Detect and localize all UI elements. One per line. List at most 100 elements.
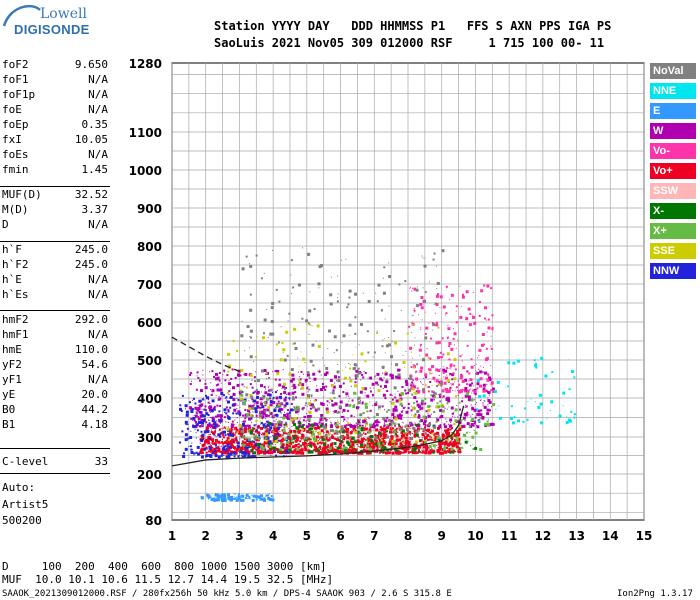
echo-point [275,405,278,408]
echo-point [281,341,284,344]
echo-point [467,330,469,332]
echo-point [354,403,356,405]
echo-point [410,332,412,334]
echo-point [376,300,379,303]
echo-point [363,370,365,372]
echo-point [192,419,194,421]
echo-point [317,344,321,348]
echo-point [337,293,339,295]
echo-point [304,448,308,452]
echo-point [404,426,406,428]
echo-point [409,287,411,289]
echo-point [464,406,466,408]
echo-point [219,422,221,424]
echo-point [305,402,308,405]
param-name: h`F [2,243,22,256]
echo-point [333,351,335,353]
echo-point [280,424,283,427]
echo-point [444,425,448,429]
echo-point [327,444,330,447]
station-header-values: SaoLuis 2021 Nov05 309 012000 RSF 1 715 … [214,36,605,50]
echo-point [260,397,264,401]
echo-point [328,434,330,436]
echo-point [565,415,567,417]
echo-point [471,315,475,319]
echo-point [417,448,419,450]
echo-point [197,404,199,406]
echo-point [202,369,204,371]
echo-point [468,323,472,327]
x-tick-label: 13 [568,529,585,543]
echo-point [417,415,421,419]
echo-point [270,431,272,433]
echo-point [354,448,358,452]
echo-point [287,392,291,396]
echo-point [253,427,256,430]
echo-point [465,392,469,396]
echo-point [414,385,416,387]
echo-point [312,426,314,428]
echo-point [422,430,425,433]
echo-point [282,433,285,436]
param-name: fxI [2,133,22,146]
echo-point [239,428,243,432]
echo-point [247,455,251,459]
echo-point [319,428,321,430]
echo-point [244,413,248,417]
echo-point [424,440,428,444]
param-value: N/A [88,273,108,286]
echo-point [340,451,344,455]
echo-point [243,454,247,458]
echo-point [491,327,494,330]
echo-point [395,451,399,455]
echo-point [369,425,373,429]
echo-point [322,396,324,398]
echo-point [206,448,208,450]
echo-point [367,430,371,434]
echo-point [396,414,400,418]
echo-point [265,426,268,429]
echo-point [223,426,226,429]
echo-point [455,436,458,439]
echo-point [413,287,417,291]
echo-point [403,450,407,454]
echo-point [328,439,331,442]
echo-point [544,374,548,378]
param-name: foF1p [2,88,36,101]
echo-point [380,431,382,433]
echo-point [440,394,442,396]
echo-point [225,450,229,454]
echo-point [394,417,398,421]
echo-point [230,377,233,380]
echo-point [448,447,452,451]
echo-point [316,442,319,445]
echo-point [436,436,440,440]
echo-point [377,405,381,409]
echo-point [317,282,321,286]
echo-point [277,439,280,442]
echo-point [274,378,277,381]
echo-point [228,448,231,451]
echo-point [431,384,433,386]
echo-point [452,390,454,392]
param-value: N/A [88,218,108,231]
echo-point [404,425,406,427]
echo-point [241,455,244,458]
echo-point [253,443,256,446]
echo-point [383,425,386,428]
echo-point [275,418,277,420]
echo-point [274,444,276,446]
echo-point [227,433,230,436]
echo-point [185,408,187,410]
echo-point [551,371,554,374]
echo-point [362,440,365,443]
echo-point [233,402,237,406]
echo-point [482,405,484,407]
echo-point [253,424,256,427]
echo-point [250,414,254,418]
echo-point [391,442,395,446]
echo-point [249,329,253,333]
echo-point [276,449,278,451]
echo-point [447,434,451,438]
echo-point [446,336,449,339]
